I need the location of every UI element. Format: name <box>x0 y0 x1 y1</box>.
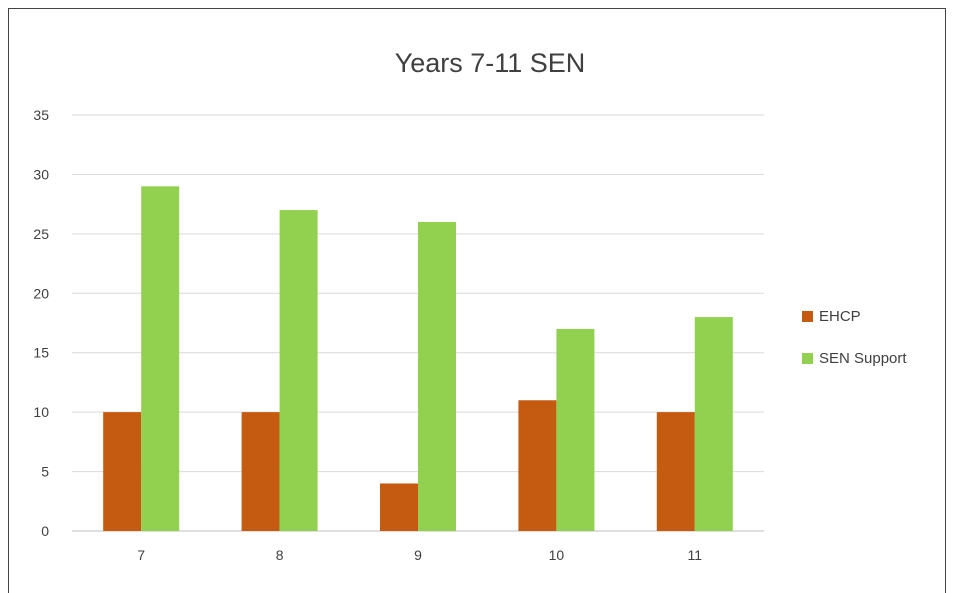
x-tick-label: 8 <box>276 547 284 563</box>
bar-ehcp <box>518 400 557 531</box>
y-tick-label: 25 <box>33 226 49 242</box>
y-tick-label: 20 <box>33 285 49 301</box>
x-tick-label: 7 <box>137 547 145 563</box>
bars <box>103 186 733 532</box>
x-tick-label: 9 <box>414 547 422 563</box>
x-tick-label: 10 <box>549 547 565 563</box>
bar-sen-support <box>556 328 595 531</box>
legend-label: SEN Support <box>819 350 907 367</box>
bar-ehcp <box>241 412 280 531</box>
y-axis: 0 5 10 15 20 25 30 35 <box>33 107 49 539</box>
y-tick-label: 0 <box>41 523 49 539</box>
legend-swatch <box>802 353 813 364</box>
bar-ehcp <box>103 412 142 531</box>
bar-sen-support <box>418 221 456 531</box>
x-tick-label: 11 <box>688 547 703 563</box>
bar-sen-support <box>279 210 318 532</box>
y-tick-label: 5 <box>41 464 49 480</box>
bar-ehcp <box>656 412 695 531</box>
bar-sen-support <box>694 317 733 531</box>
bar-sen-support <box>141 186 180 532</box>
legend: EHCP SEN Support <box>802 308 907 367</box>
y-tick-label: 30 <box>33 166 49 182</box>
x-axis: 7 8 9 10 11 <box>137 547 702 563</box>
chart-title: Years 7-11 SEN <box>395 48 586 78</box>
bar-ehcp <box>380 483 418 531</box>
y-tick-label: 15 <box>33 345 49 361</box>
y-tick-label: 10 <box>33 404 49 420</box>
legend-swatch <box>802 311 813 322</box>
legend-label: EHCP <box>819 308 861 325</box>
y-tick-label: 35 <box>33 107 49 123</box>
